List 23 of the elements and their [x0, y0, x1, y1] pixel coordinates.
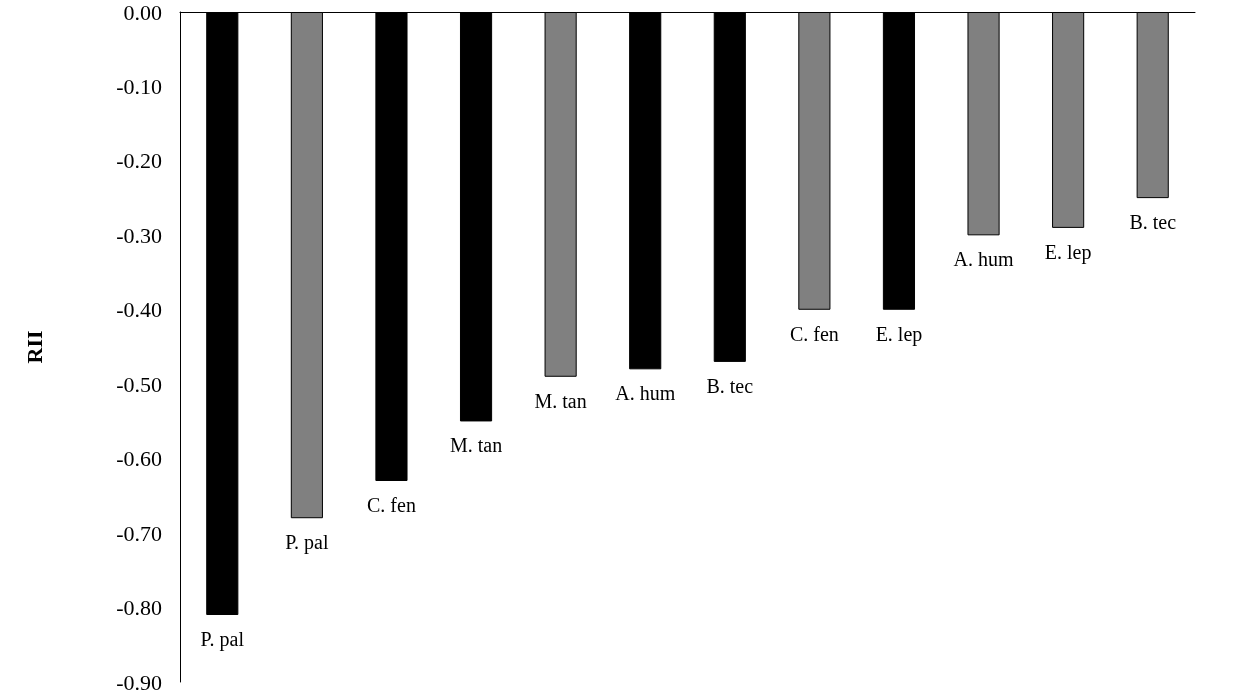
x-tick-label: E. lep	[1044, 240, 1092, 264]
x-tick-label: C. fen	[367, 494, 416, 516]
y-tick-label: -0.80	[116, 595, 162, 621]
x-tick-label: M. tan	[449, 434, 503, 457]
y-tick-label: -0.10	[116, 73, 162, 99]
x-tick-label: M. tan	[534, 389, 587, 412]
y-tick-label: -0.50	[116, 371, 162, 397]
x-tick-label: C. fen	[789, 322, 839, 345]
y-tick-label: -0.30	[116, 222, 162, 248]
y-tick-label: -0.20	[116, 148, 162, 174]
x-tick-label: B. tec	[706, 374, 754, 397]
y-tick-label: -0.70	[116, 520, 162, 546]
y-tick-label: -0.40	[116, 297, 162, 323]
x-tick-label: E. lep	[875, 322, 923, 346]
y-tick-label: -0.60	[116, 446, 162, 472]
x-tick-label: P. pal	[285, 531, 329, 555]
x-tick-label: A. hum	[953, 248, 1014, 271]
x-tick-label: B. tec	[1129, 211, 1177, 234]
y-axis-title: RII	[21, 330, 47, 364]
x-tick-label: P. pal	[200, 628, 245, 651]
x-tick-label: A. hum	[615, 382, 676, 405]
y-tick-label: 0.00	[123, 0, 162, 25]
y-tick-label: -0.90	[116, 669, 162, 695]
